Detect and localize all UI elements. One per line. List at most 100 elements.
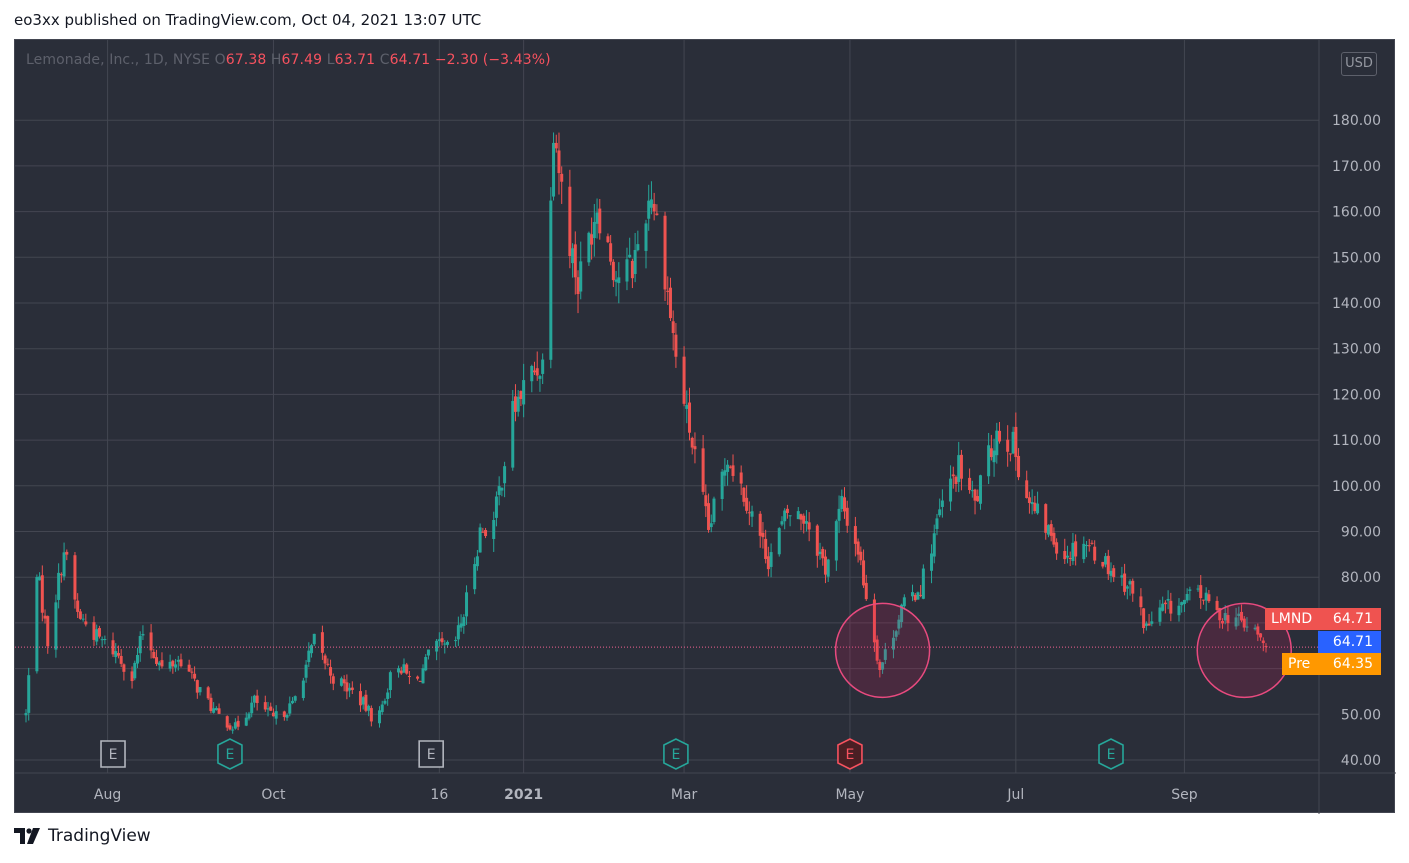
y-tick-label: 50.00 — [1341, 707, 1381, 723]
candle-body — [796, 511, 800, 520]
candle-body — [312, 633, 316, 645]
tradingview-logo[interactable]: TradingView — [14, 826, 151, 846]
candle-body — [1044, 504, 1048, 533]
earnings-marker[interactable]: E — [1098, 738, 1124, 770]
candle-body — [777, 528, 781, 555]
candle-body — [174, 664, 178, 668]
candle-body — [701, 448, 705, 492]
candle-body — [644, 223, 648, 251]
candle-body — [712, 498, 716, 523]
candle-body — [1234, 617, 1238, 627]
open-label: O — [214, 52, 226, 68]
open-value: 67.38 — [225, 52, 267, 68]
candle-body — [992, 450, 996, 463]
currency-button[interactable]: USD — [1341, 52, 1377, 76]
candle-body — [910, 592, 914, 597]
candle-body — [43, 615, 47, 619]
earnings-marker[interactable]: E — [663, 738, 689, 770]
candle-body — [970, 490, 974, 492]
candle-body — [212, 708, 216, 713]
candle-body — [81, 618, 85, 620]
candle-body — [560, 173, 564, 182]
candle-body — [1109, 570, 1113, 576]
candle-body — [130, 671, 134, 682]
candle-body — [649, 199, 653, 208]
candle-body — [516, 396, 520, 412]
candle-body — [1131, 580, 1135, 594]
candle-body — [1104, 556, 1108, 565]
change-value: −2.30 (−3.43%) — [434, 52, 551, 68]
candle-body — [383, 700, 387, 704]
candle-body — [402, 664, 406, 673]
candle-body — [978, 475, 982, 504]
candle-body — [788, 515, 792, 517]
candle-body — [1158, 607, 1162, 622]
candle-body — [742, 487, 746, 502]
candle-body — [497, 486, 501, 495]
low-label: L — [326, 52, 335, 68]
candle-body — [533, 370, 537, 373]
candle-body — [968, 477, 972, 491]
candle-body — [122, 664, 126, 672]
candle-body — [247, 713, 251, 719]
candle-body — [745, 497, 749, 511]
earnings-marker[interactable]: E — [217, 738, 243, 770]
candle-body — [445, 641, 449, 645]
candle-body — [494, 496, 498, 518]
candle-body — [119, 655, 123, 664]
candle-body — [976, 496, 980, 502]
candle-body — [160, 660, 164, 667]
earnings-letter: E — [109, 747, 118, 763]
earnings-marker[interactable]: E — [837, 738, 863, 770]
candle-body — [530, 365, 534, 382]
candle-body — [1120, 575, 1124, 578]
candle-body — [456, 625, 460, 640]
candle-body — [301, 680, 305, 699]
candle-body — [97, 628, 101, 637]
candle-body — [554, 142, 558, 149]
candle-body — [614, 279, 618, 282]
candle-body — [1049, 524, 1053, 536]
candle-body — [845, 507, 849, 526]
candle-body — [1008, 453, 1012, 455]
price-chart[interactable]: 40.0050.0060.0070.0080.0090.00100.00110.… — [15, 40, 1396, 814]
earnings-marker[interactable]: E — [100, 740, 126, 768]
candle-body — [709, 523, 713, 528]
candle-body — [358, 691, 362, 706]
y-tick-label: 120.00 — [1332, 387, 1381, 403]
candle-body — [473, 564, 477, 590]
candle-body — [329, 667, 333, 676]
x-tick-label: Oct — [261, 787, 286, 803]
candle-body — [364, 694, 368, 711]
candle-body — [1085, 545, 1089, 547]
candle-body — [1025, 480, 1029, 498]
x-tick-label: May — [835, 787, 864, 803]
candle-body — [834, 521, 838, 561]
candle-body — [611, 261, 615, 281]
candle-body — [274, 711, 278, 719]
candle-body — [193, 673, 197, 679]
candle-body — [1087, 545, 1091, 547]
candle-body — [1055, 542, 1059, 554]
candle-body — [576, 277, 580, 295]
candle-body — [685, 404, 689, 409]
candle-body — [269, 706, 273, 711]
earnings-marker[interactable]: E — [418, 740, 444, 768]
candle-body — [424, 657, 428, 671]
candle-body — [187, 664, 191, 672]
candle-body — [1256, 626, 1260, 635]
candle-body — [739, 472, 743, 484]
candle-body — [625, 259, 629, 282]
candle-body — [454, 640, 458, 642]
candle-body — [853, 526, 857, 544]
tradingview-logo-icon — [14, 828, 40, 844]
candle-body — [350, 687, 354, 690]
candle-body — [598, 208, 602, 234]
candle-body — [1177, 605, 1181, 616]
candle-body — [380, 704, 384, 713]
x-tick-label: Aug — [94, 787, 121, 803]
candle-body — [1014, 426, 1018, 458]
candle-body — [1150, 621, 1154, 624]
chart-panel[interactable]: 40.0050.0060.0070.0080.0090.00100.00110.… — [14, 39, 1396, 814]
candle-body — [462, 617, 466, 626]
